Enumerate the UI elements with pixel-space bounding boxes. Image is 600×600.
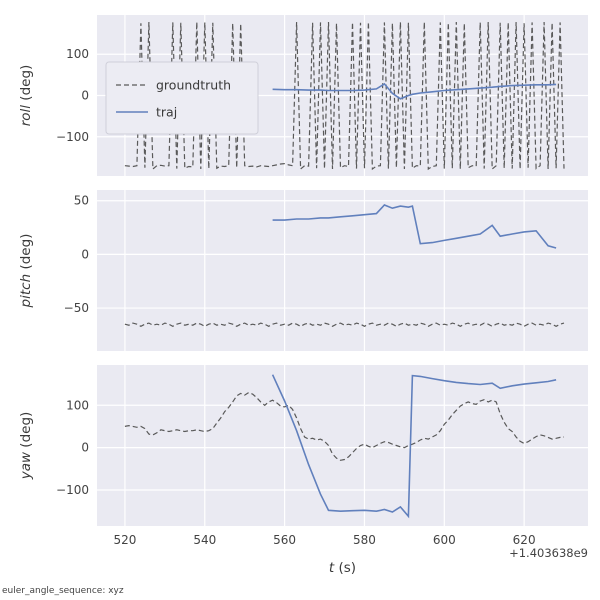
y-tick-label: 0 [81,441,89,455]
y-tick-label: 0 [81,247,89,261]
axes-background [97,365,588,526]
x-tick-label: 540 [193,533,216,547]
subplot-roll: −100 0 100 roll (deg) groundtruth traj [18,15,588,176]
y-tick-label: −100 [56,130,89,144]
subplot-pitch: −50 0 50 pitch (deg) [18,190,588,351]
legend-box [105,61,259,135]
y-tick-label: 100 [66,47,89,61]
traj-line [272,204,557,249]
traj-line [272,82,557,100]
x-tick-label: 560 [273,533,296,547]
groundtruth-line [124,391,565,461]
euler-sequence-note: euler_angle_sequence: xyz [2,586,124,596]
x-tick-label: 520 [113,533,136,547]
legend: groundtruth traj [105,61,259,135]
y-tick-label: 50 [74,194,89,208]
x-axis-label: t (s) [329,560,356,576]
x-tick-label: 600 [433,533,456,547]
legend-label-traj: traj [156,105,177,120]
axes-background [97,190,588,351]
y-tick-label: −100 [56,483,89,497]
x-tick-label: 580 [353,533,376,547]
y-tick-label: −50 [64,301,89,315]
legend-label-groundtruth: groundtruth [156,78,231,93]
groundtruth-line [124,322,565,327]
x-tick-label: 620 [513,533,536,547]
y-axis-label: yaw (deg) [18,412,34,481]
x-offset-text: +1.403638e9 [509,546,588,560]
y-tick-label: 0 [81,89,89,103]
y-axis-label: pitch (deg) [18,234,34,309]
y-axis-label: roll (deg) [18,65,34,127]
traj-line [271,374,557,519]
y-tick-label: 100 [66,398,89,412]
subplot-yaw: −100 0 100 yaw (deg) [18,365,588,526]
